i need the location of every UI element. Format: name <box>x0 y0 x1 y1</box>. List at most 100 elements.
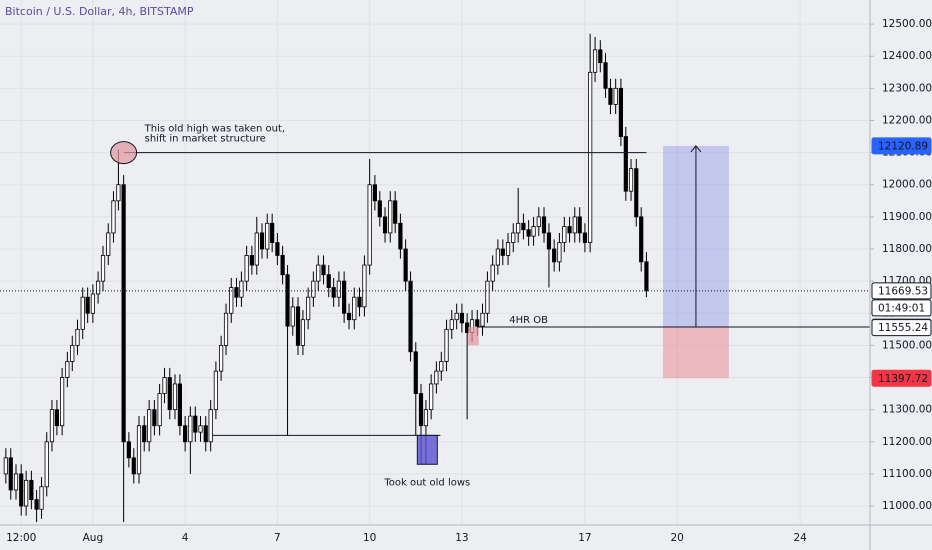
candle-body <box>131 457 136 475</box>
candle-body <box>413 351 418 394</box>
candle-body <box>249 255 254 266</box>
candle-body <box>418 393 424 427</box>
price-tag <box>871 319 932 337</box>
candle-body <box>96 280 101 295</box>
candle-body <box>311 280 316 298</box>
candle-body <box>265 222 270 250</box>
candle-body <box>208 409 213 443</box>
price-tag-label: 11669.53 <box>878 285 928 297</box>
candle-body <box>449 319 454 330</box>
x-tick-label: 12:00 <box>6 532 36 544</box>
candle-body <box>136 425 142 475</box>
candle-body <box>429 383 434 411</box>
candle-body <box>39 486 44 510</box>
candle-body <box>367 184 372 266</box>
candle-body <box>100 255 106 282</box>
candle-body <box>516 222 521 234</box>
candle-body <box>582 232 588 243</box>
candle-body <box>505 242 511 256</box>
candle-body <box>239 280 244 298</box>
candle-body <box>346 312 352 321</box>
candle-body <box>377 200 382 218</box>
y-tick-label: 12200.00 <box>882 114 932 126</box>
x-tick-label: 7 <box>274 532 281 544</box>
candle-body <box>531 226 536 237</box>
candle-body <box>19 473 24 507</box>
candle-body <box>24 479 29 507</box>
candle-body <box>111 200 116 234</box>
old-high-note: This old high was taken out, <box>144 124 285 135</box>
candle-body <box>188 415 193 443</box>
candle-body <box>162 377 167 394</box>
candle-body <box>526 229 531 237</box>
price-tag-label: 11555.24 <box>878 322 928 334</box>
candle-body <box>44 441 49 488</box>
candle-body <box>213 370 218 411</box>
candle-body <box>229 287 234 314</box>
candle-body <box>490 264 495 282</box>
candle-body <box>562 226 567 243</box>
candle-body <box>142 425 147 443</box>
old-high-circle <box>110 141 138 165</box>
candle-body <box>536 216 541 227</box>
candle-body <box>628 168 634 192</box>
axes: 11000.0011100.0011200.0011300.0011400.00… <box>6 18 932 544</box>
y-tick-label: 12500.00 <box>882 18 932 30</box>
ob-box <box>468 326 479 346</box>
candle-body <box>152 409 157 427</box>
candle-body <box>444 328 449 362</box>
candle-body <box>644 261 649 292</box>
candle-body <box>623 136 628 192</box>
candle-body <box>372 184 377 202</box>
zones <box>663 145 729 379</box>
candle-body <box>326 274 331 288</box>
candle-body <box>500 248 505 256</box>
x-tick-label: 4 <box>182 532 189 544</box>
candle-body <box>577 216 582 234</box>
candle-body <box>475 319 480 327</box>
y-tick-label: 12300.00 <box>882 82 932 94</box>
candle-body <box>300 319 306 346</box>
candle-body <box>65 361 70 378</box>
candle-body <box>295 306 301 346</box>
candle-body <box>183 425 188 443</box>
price-tag <box>871 299 932 317</box>
candle-body <box>382 216 388 234</box>
candle-body <box>306 296 311 321</box>
candle-body <box>485 280 490 314</box>
candle-body <box>275 242 280 256</box>
old-low-box <box>416 434 438 465</box>
candle-body <box>203 425 208 443</box>
price-tag <box>871 369 932 387</box>
x-tick-label: Aug <box>83 532 104 544</box>
candle-body <box>126 441 131 459</box>
candle-body <box>552 248 557 263</box>
candle-body <box>80 296 85 330</box>
candle-body <box>618 87 624 137</box>
candle-body <box>434 370 439 385</box>
candle-body <box>172 383 178 411</box>
candle-body <box>219 344 224 372</box>
candle-body <box>634 168 639 218</box>
candle-body <box>403 248 408 282</box>
candle-body <box>511 232 516 243</box>
candle-body <box>285 274 290 327</box>
candle-body <box>270 222 275 243</box>
candle-body <box>357 296 362 308</box>
candle-body <box>352 296 357 321</box>
candle-body <box>480 312 485 327</box>
candle-body <box>90 293 95 314</box>
candle-body <box>8 457 13 491</box>
candle-body <box>572 216 577 234</box>
candle-body <box>3 457 8 475</box>
candle-body <box>223 312 229 346</box>
candle-body <box>541 216 547 234</box>
y-tick-label: 11100.00 <box>882 468 932 480</box>
candle-body <box>423 409 429 427</box>
price-tag-label: 12120.89 <box>878 140 928 152</box>
candle-body <box>147 409 152 443</box>
candle-body <box>316 264 321 282</box>
ob-note: 4HR OB <box>509 315 548 326</box>
candle-body <box>588 71 593 243</box>
